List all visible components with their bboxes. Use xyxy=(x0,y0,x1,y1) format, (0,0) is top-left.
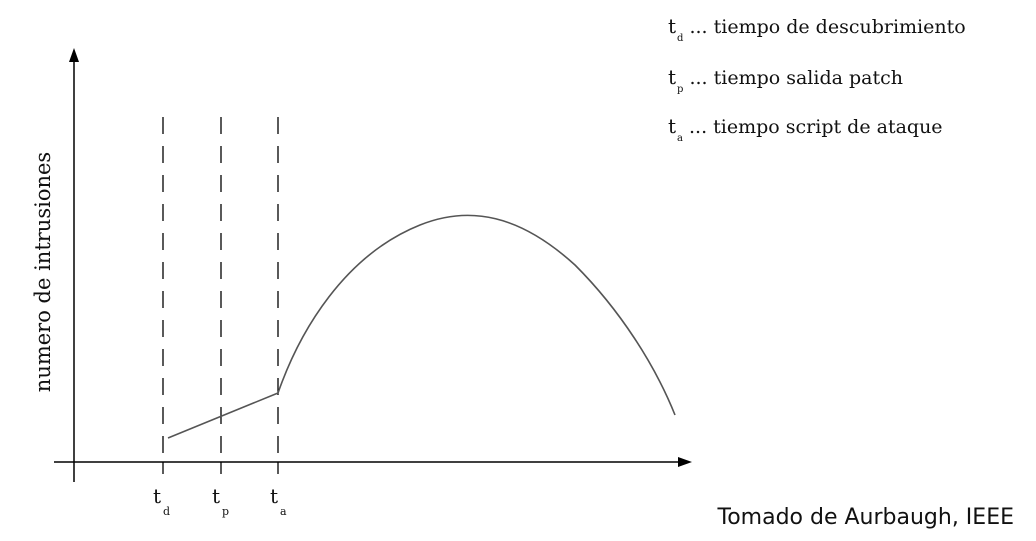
legend-text: ... tiempo salida patch xyxy=(689,67,903,89)
legend-item-tp: tp ... tiempo salida patch xyxy=(668,65,903,95)
y-axis-label: numero de intrusiones xyxy=(31,152,55,392)
intrusion-curve xyxy=(167,214,676,439)
tick-label-tp: tp xyxy=(212,484,229,518)
legend-symbol: t xyxy=(668,14,677,38)
tick-label-ta: ta xyxy=(270,484,287,518)
source-credit: Tomado de Aurbaugh, IEEE xyxy=(717,505,1015,530)
tick-label-td: td xyxy=(153,484,170,518)
y-axis-arrow-icon xyxy=(69,48,79,62)
legend-item-ta: ta ... tiempo script de ataque xyxy=(668,114,943,144)
legend-symbol: t xyxy=(668,65,677,89)
x-axis-arrow-icon xyxy=(678,457,692,467)
legend-symbol: t xyxy=(668,114,677,138)
legend-subscript: d xyxy=(677,33,684,44)
legend-subscript: a xyxy=(677,133,684,144)
legend-subscript: p xyxy=(677,84,684,95)
legend-text: ... tiempo de descubrimiento xyxy=(689,16,966,38)
legend-text: ... tiempo script de ataque xyxy=(689,116,943,138)
legend-item-td: td ... tiempo de descubrimiento xyxy=(668,14,966,44)
